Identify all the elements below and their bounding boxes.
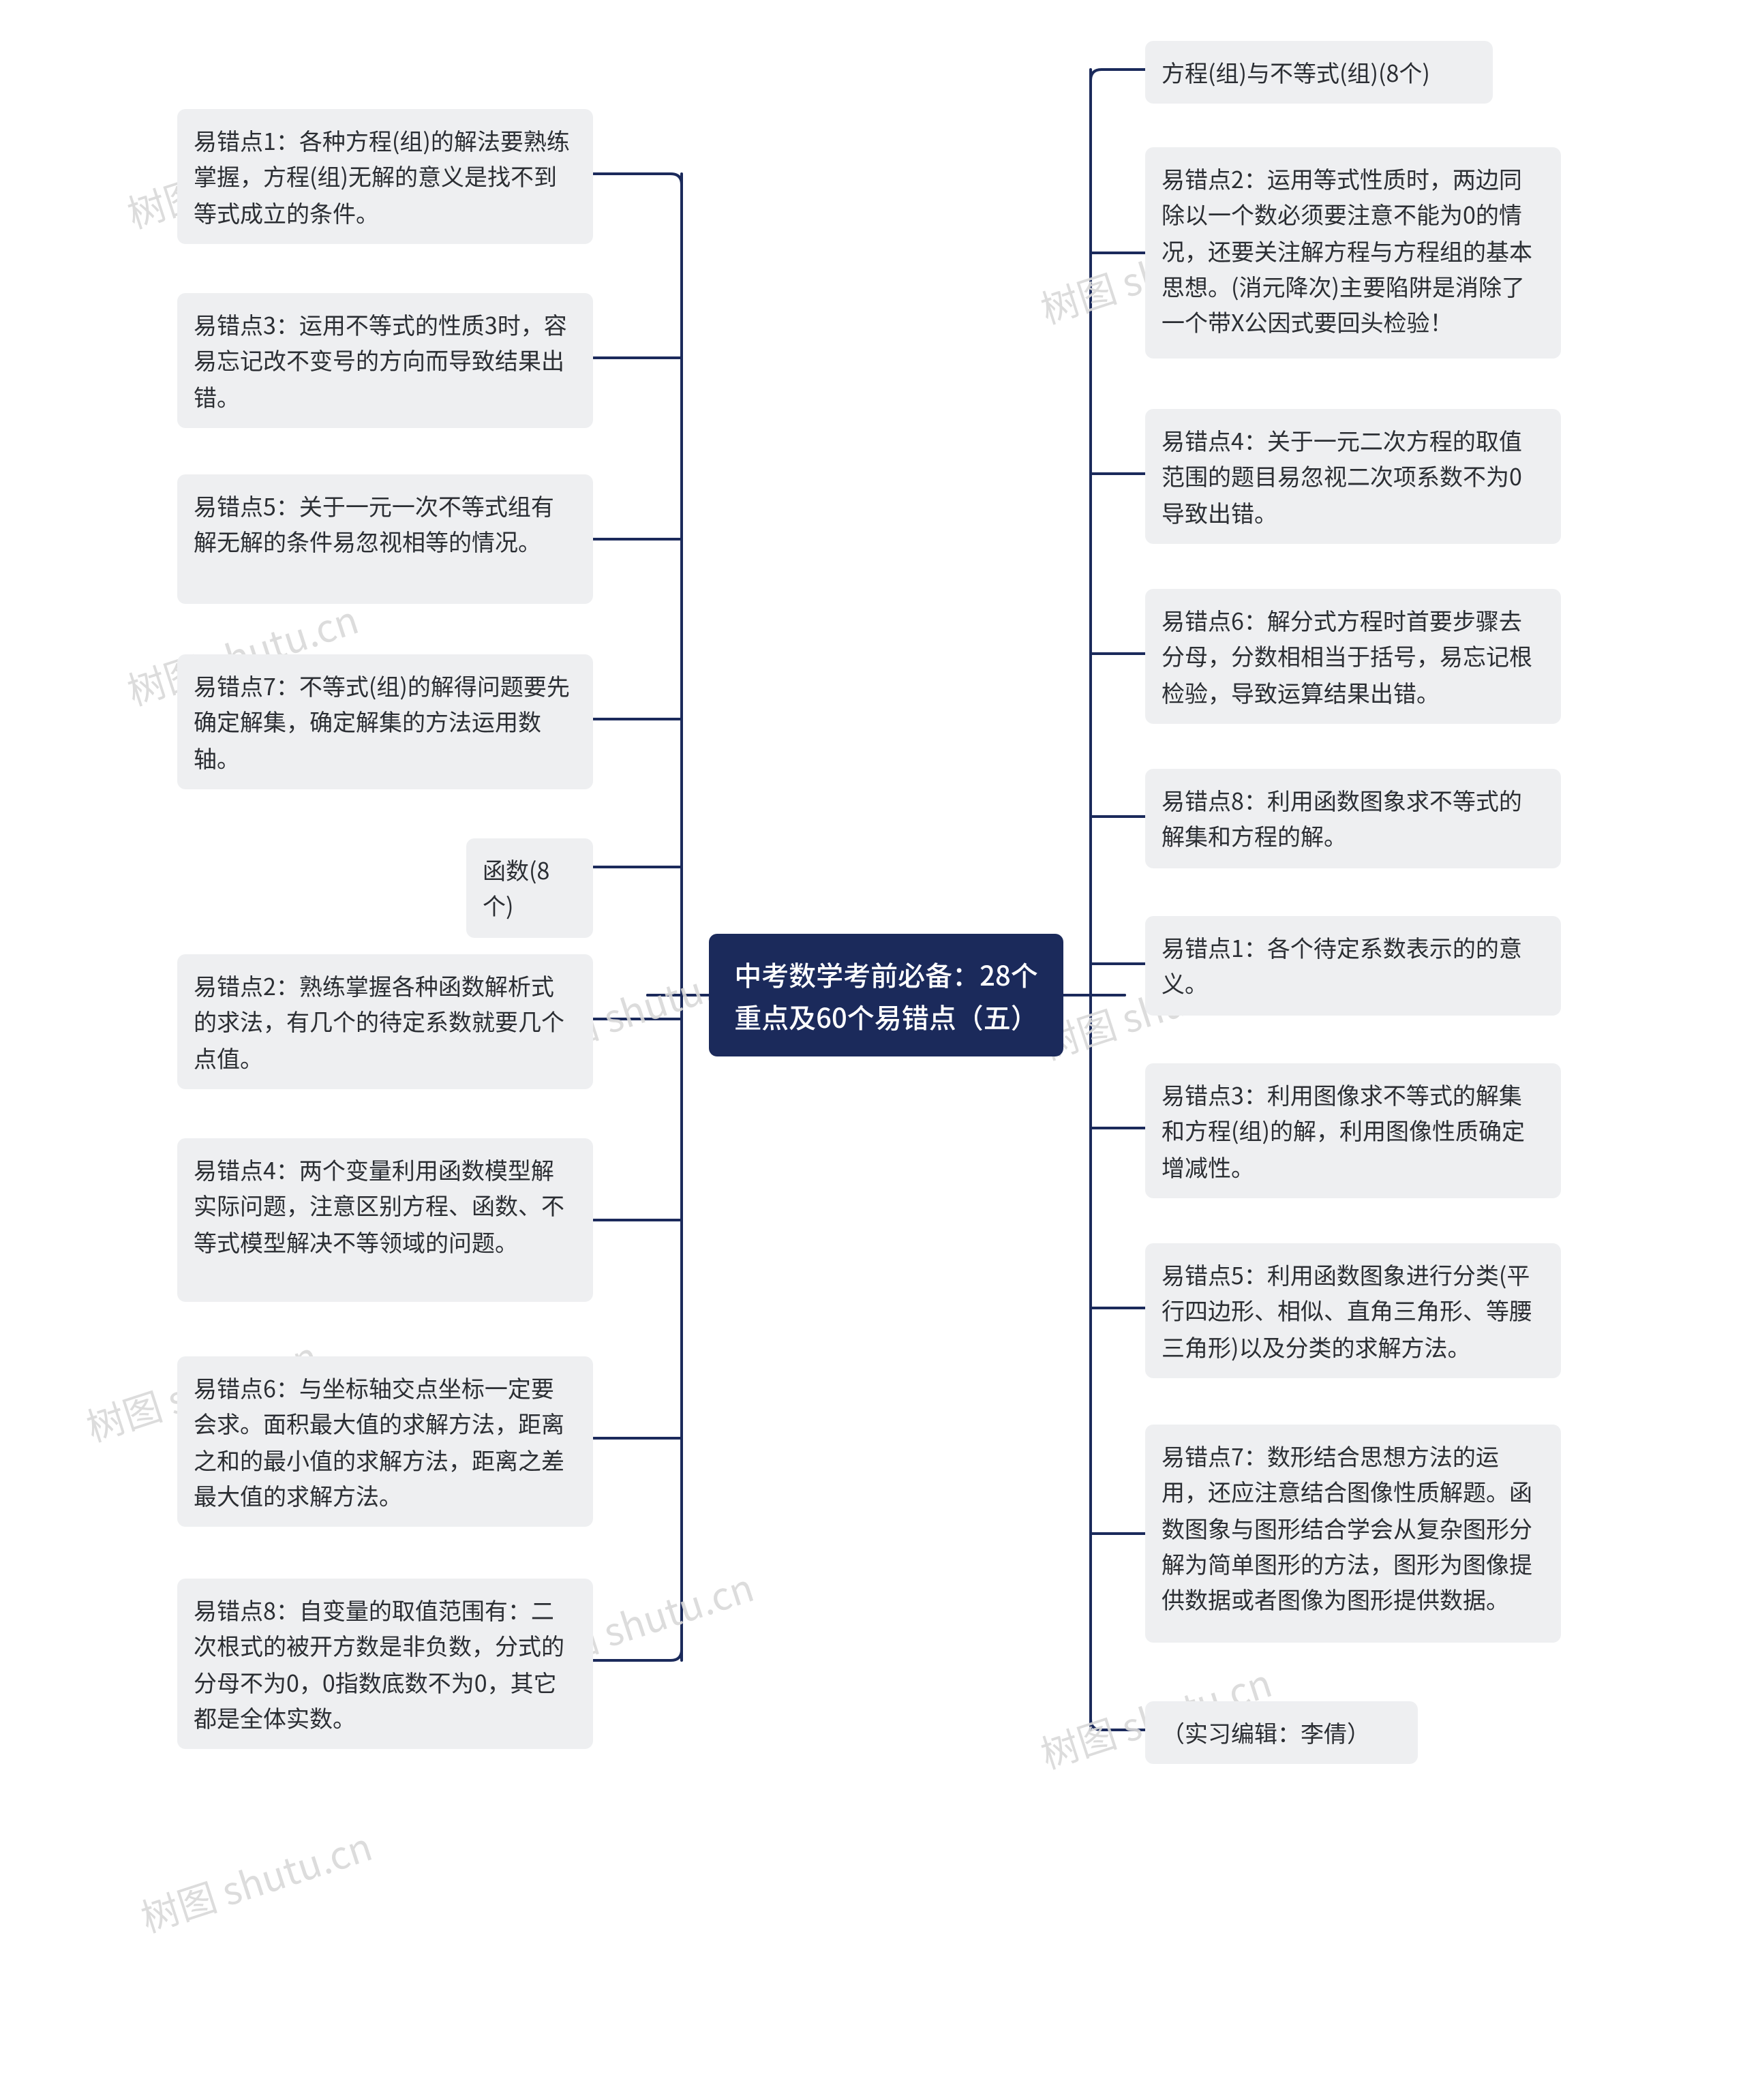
leaf-node[interactable]: 易错点6：与坐标轴交点坐标一定要会求。面积最大值的求解方法，距离之和的最小值的求… [177,1356,593,1527]
leaf-node[interactable]: 函数(8个) [466,838,593,937]
leaf-node[interactable]: 易错点8：自变量的取值范围有：二次根式的被开方数是非负数，分式的分母不为0，0指… [177,1579,593,1750]
leaf-node[interactable]: 易错点7：数形结合思想方法的运用，还应注意结合图像性质解题。函数图象与图形结合学… [1145,1425,1561,1643]
leaf-node[interactable]: 易错点1：各个待定系数表示的的意义。 [1145,916,1561,1015]
connector [593,174,682,185]
leaf-node[interactable]: 易错点3：利用图像求不等式的解集和方程(组)的解，利用图像性质确定增减性。 [1145,1063,1561,1198]
leaf-node[interactable]: 易错点5：关于一元一次不等式组有解无解的条件易忽视相等的情况。 [177,474,593,604]
connector [593,1649,682,1660]
leaf-node[interactable]: 易错点8：利用函数图象求不等式的解集和方程的解。 [1145,769,1561,868]
connector [1091,1719,1145,1730]
root-node[interactable]: 中考数学考前必备：28个重点及60个易错点（五） [709,934,1063,1056]
leaf-node[interactable]: 易错点4：两个变量利用函数模型解实际问题，注意区别方程、函数、不等式模型解决不等… [177,1138,593,1302]
leaf-node[interactable]: 易错点6：解分式方程时首要步骤去分母，分数相相当于括号，易忘记根检验，导致运算结… [1145,589,1561,724]
leaf-node[interactable]: 易错点2：熟练掌握各种函数解析式的求法，有几个的待定系数就要几个点值。 [177,954,593,1089]
leaf-node[interactable]: 易错点4：关于一元二次方程的取值范围的题目易忽视二次项系数不为0导致出错。 [1145,409,1561,544]
leaf-node[interactable]: 方程(组)与不等式(组)(8个) [1145,41,1493,104]
leaf-node[interactable]: 易错点7：不等式(组)的解得问题要先确定解集，确定解集的方法运用数轴。 [177,654,593,789]
leaf-node[interactable]: 易错点5：利用函数图象进行分类(平行四边形、相似、直角三角形、等腰三角形)以及分… [1145,1243,1561,1378]
watermark: 树图 shutu.cn [134,1819,378,1945]
leaf-node[interactable]: 易错点3：运用不等式的性质3时，容易忘记改不变号的方向而导致结果出错。 [177,293,593,428]
mindmap-canvas: 树图 shutu.cn树图 shutu.cn树图 shutu.cn树图 shut… [0,0,1745,2099]
connector [1091,70,1145,80]
leaf-node[interactable]: 易错点1：各种方程(组)的解法要熟练掌握，方程(组)无解的意义是找不到等式成立的… [177,109,593,244]
leaf-node[interactable]: （实习编辑：李倩） [1145,1701,1418,1765]
leaf-node[interactable]: 易错点2：运用等式性质时，两边同除以一个数必须要注意不能为0的情况，还要关注解方… [1145,147,1561,359]
